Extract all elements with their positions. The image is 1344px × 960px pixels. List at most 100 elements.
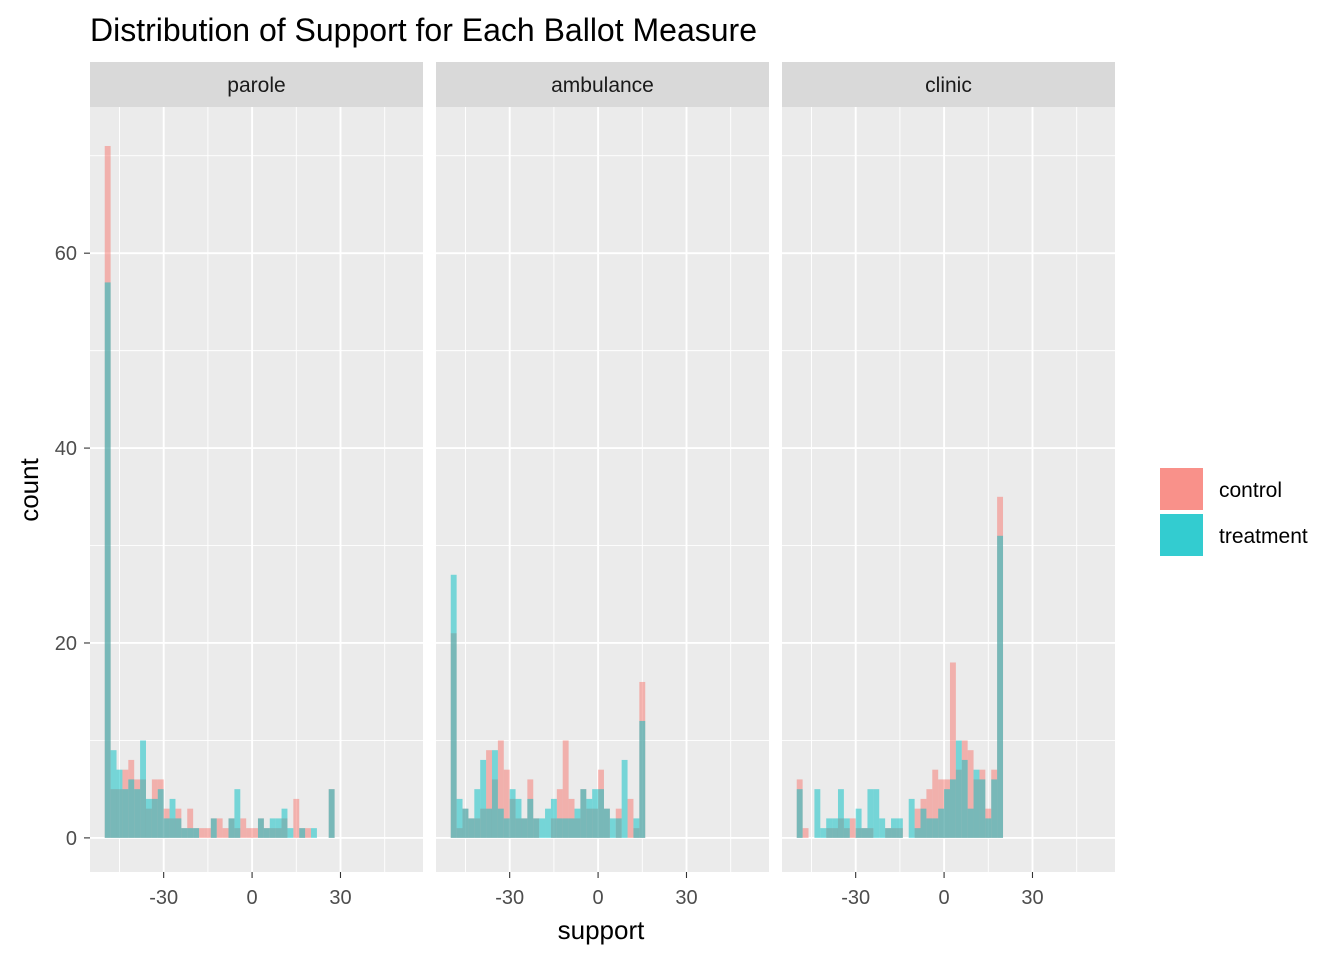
y-tick-label: 0: [66, 828, 77, 850]
bar-treatment-parole: [122, 789, 129, 838]
bar-treatment-ambulance: [592, 789, 599, 838]
bar-treatment-clinic: [832, 818, 838, 838]
bar-treatment-clinic: [914, 828, 921, 838]
bar-treatment-clinic: [938, 808, 945, 838]
bar-treatment-parole: [116, 769, 123, 838]
bar-treatment-clinic: [820, 828, 827, 838]
bar-treatment-ambulance: [574, 808, 581, 838]
bar-treatment-ambulance: [491, 750, 498, 838]
bar-treatment-parole: [157, 789, 164, 838]
bar-control-clinic: [932, 769, 939, 838]
bar-treatment-clinic: [973, 769, 980, 838]
bar-control-parole: [199, 828, 205, 838]
bar-treatment-ambulance: [456, 798, 463, 838]
legend: control treatment: [1159, 467, 1308, 557]
x-tick-label: 30: [675, 887, 697, 909]
x-axis-title: support: [558, 915, 645, 945]
bar-treatment-clinic: [891, 818, 897, 838]
bar-treatment-ambulance: [609, 818, 616, 838]
bar-treatment-parole: [145, 798, 152, 838]
bar-control-parole: [216, 818, 223, 838]
panel-ambulance: ambulance -30 0 30: [436, 62, 769, 909]
bar-treatment-clinic: [979, 779, 986, 838]
bar-treatment-ambulance: [509, 789, 516, 838]
bar-treatment-clinic: [879, 818, 886, 838]
bar-treatment-parole: [187, 828, 194, 838]
x-tick-label: 30: [329, 887, 351, 909]
bar-treatment-clinic: [814, 789, 821, 838]
bar-treatment-ambulance: [639, 720, 646, 838]
bar-treatment-clinic: [932, 818, 939, 838]
bar-control-ambulance: [486, 750, 492, 838]
bar-treatment-ambulance: [539, 818, 546, 838]
strip-parole: [90, 62, 423, 107]
bar-treatment-clinic: [961, 759, 968, 838]
bar-control-ambulance: [497, 740, 504, 838]
bar-treatment-ambulance: [615, 818, 622, 838]
strip-ambulance: [436, 62, 769, 107]
bar-control-parole: [204, 828, 211, 838]
strip-label-clinic: clinic: [925, 74, 972, 97]
x-tick-label: 0: [939, 887, 950, 909]
x-tick-label: -30: [149, 887, 178, 909]
panel-parole: parole -30 0 30: [90, 62, 423, 909]
panel-clinic: clinic -30 0 30: [782, 62, 1115, 909]
bar-treatment-ambulance: [468, 818, 475, 838]
bar-treatment-clinic: [991, 779, 998, 838]
bar-treatment-ambulance: [603, 808, 610, 838]
bar-treatment-ambulance: [545, 808, 551, 838]
bar-control-ambulance: [627, 798, 634, 838]
y-tick-label: 40: [55, 438, 77, 460]
bar-treatment-parole: [151, 798, 158, 838]
bar-treatment-parole: [210, 818, 217, 838]
bar-treatment-ambulance: [598, 789, 604, 838]
bar-treatment-clinic: [908, 798, 915, 838]
legend-label-treatment: treatment: [1219, 525, 1308, 548]
bar-control-clinic: [926, 789, 933, 838]
bar-treatment-clinic: [885, 828, 892, 838]
bar-treatment-parole: [104, 282, 111, 838]
bar-treatment-ambulance: [503, 818, 510, 838]
bar-treatment-parole: [328, 789, 335, 838]
bar-treatment-clinic: [837, 789, 844, 838]
y-axis: 0 20 40 60: [55, 243, 90, 850]
bar-control-clinic: [949, 662, 956, 838]
bar-treatment-parole: [281, 808, 288, 838]
bar-control-parole: [293, 798, 300, 838]
bar-treatment-ambulance: [556, 818, 563, 838]
panel-background: [436, 107, 769, 872]
bar-treatment-ambulance: [515, 798, 522, 838]
bar-treatment-ambulance: [633, 818, 640, 838]
bar-control-clinic: [967, 750, 974, 838]
bar-treatment-clinic: [985, 818, 992, 838]
bar-treatment-ambulance: [521, 818, 528, 838]
bar-treatment-clinic: [944, 789, 950, 838]
x-tick-label: -30: [841, 887, 870, 909]
bar-treatment-parole: [181, 828, 188, 838]
bar-treatment-ambulance: [474, 789, 481, 838]
bar-treatment-parole: [140, 740, 146, 838]
bar-treatment-ambulance: [586, 798, 593, 838]
y-tick-label: 60: [55, 243, 77, 265]
bar-control-clinic: [914, 808, 921, 838]
bar-treatment-ambulance: [462, 808, 469, 838]
bar-control-clinic: [849, 818, 856, 838]
bar-control-parole: [252, 828, 258, 838]
strip-label-parole: parole: [227, 74, 285, 97]
bar-treatment-clinic: [843, 818, 850, 838]
bar-treatment-parole: [287, 828, 294, 838]
x-tick-label: 0: [247, 887, 258, 909]
bar-treatment-ambulance: [562, 818, 569, 838]
panel-background: [782, 107, 1115, 872]
bar-treatment-clinic: [796, 789, 803, 838]
bar-treatment-parole: [311, 828, 317, 838]
bar-treatment-ambulance: [497, 808, 504, 838]
bar-treatment-clinic: [861, 828, 868, 838]
bar-treatment-clinic: [896, 818, 903, 838]
bar-control-clinic: [802, 828, 809, 838]
strip-clinic: [782, 62, 1115, 107]
bar-treatment-clinic: [949, 779, 956, 838]
bar-treatment-ambulance: [621, 759, 628, 838]
y-tick-label: 20: [55, 633, 77, 655]
chart-title: Distribution of Support for Each Ballot …: [90, 12, 757, 48]
